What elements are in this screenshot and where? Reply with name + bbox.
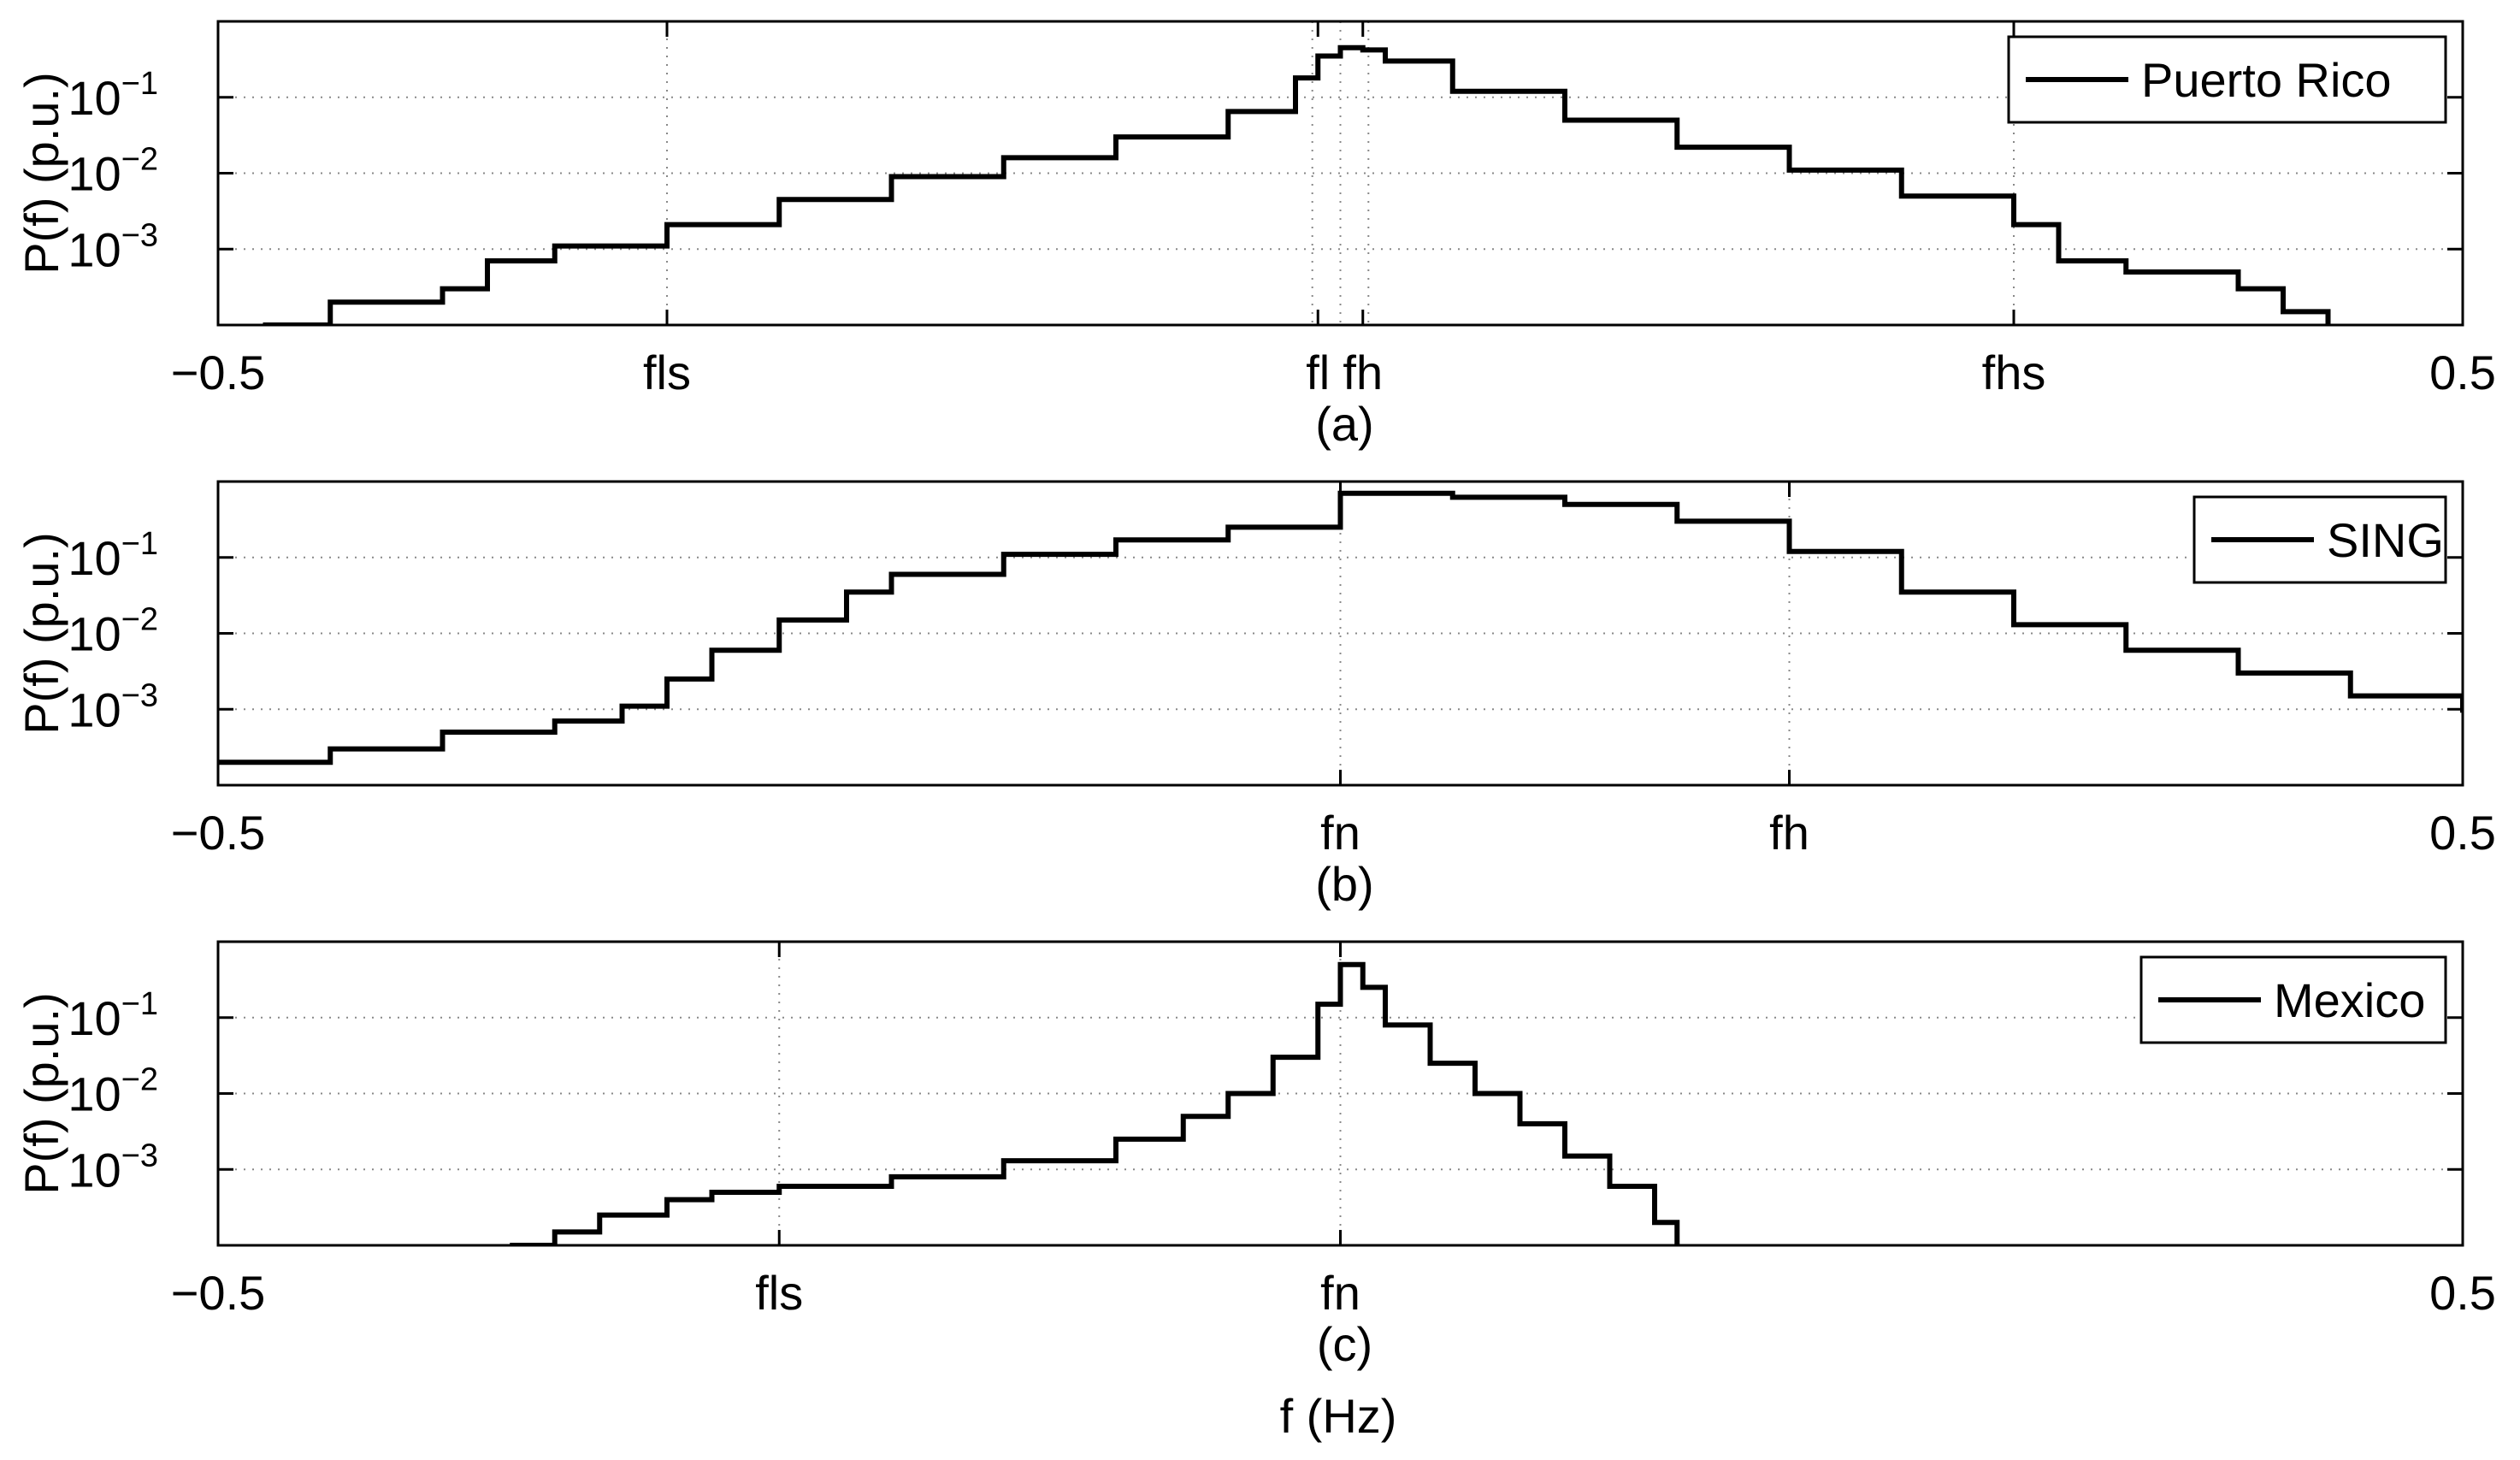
y-tick-base: 10: [68, 1067, 121, 1121]
y-tick-base: 10: [68, 683, 121, 736]
x-tick-label: fh: [1343, 346, 1383, 399]
y-tick-label: 10−1: [68, 526, 158, 585]
series-line: [510, 961, 1680, 1245]
panels: −0.5 fls fl fh fhs 0.510−110−210−3P(f) (p.u.)…: [15, 20, 2496, 1371]
series-line: [218, 490, 2463, 765]
y-tick-label: 10−2: [68, 142, 158, 201]
y-axis-label: P(f) (p.u.): [15, 992, 68, 1194]
y-tick-exponent: −1: [121, 526, 158, 562]
legend-label: Puerto Rico: [2141, 53, 2392, 107]
y-tick-exponent: −2: [121, 602, 158, 638]
x-tick-label: fls: [755, 1266, 803, 1320]
chart-panel: −0.5 fls fn 0.510−110−210−3P(f) (p.u.)(c)Me…: [15, 940, 2496, 1371]
y-tick-exponent: −1: [121, 66, 158, 102]
y-tick-label: 10−2: [68, 1062, 158, 1121]
legend-label: Mexico: [2274, 973, 2425, 1027]
legend-box: [2192, 495, 2447, 584]
x-tick-label: fl: [1306, 346, 1330, 399]
x-tick-label: 0.5: [2429, 1266, 2496, 1320]
x-axis-label: f (Hz): [1280, 1389, 1397, 1443]
panel-subtitle: (a): [1315, 397, 1373, 451]
y-tick-label: 10−3: [68, 217, 158, 276]
y-axis-label: P(f) (p.u.): [15, 72, 68, 274]
x-tick-label: fn: [1320, 1266, 1360, 1320]
y-tick-label: 10−2: [68, 602, 158, 661]
y-tick-base: 10: [68, 531, 121, 585]
y-tick-base: 10: [68, 991, 121, 1045]
y-tick-base: 10: [68, 147, 121, 201]
legend-label: SING: [2327, 513, 2444, 567]
legend: Puerto Rico: [2007, 35, 2447, 124]
y-tick-exponent: −2: [121, 142, 158, 178]
y-tick-base: 10: [68, 607, 121, 661]
x-tick-label: fh: [1769, 806, 1809, 860]
y-axis-label: P(f) (p.u.): [15, 532, 68, 734]
x-tick-label: fls: [643, 346, 691, 399]
legend: SING: [2192, 495, 2447, 584]
y-tick-exponent: −2: [121, 1062, 158, 1098]
panel-subtitle: (c): [1317, 1317, 1372, 1371]
x-tick-label: −0.5: [171, 1266, 266, 1320]
y-tick-exponent: −1: [121, 986, 158, 1022]
y-tick-base: 10: [68, 222, 121, 276]
x-tick-label: fhs: [1982, 346, 2046, 399]
series-line: [263, 44, 2331, 325]
y-tick-label: 10−3: [68, 1138, 158, 1197]
x-tick-label: fn: [1320, 806, 1360, 860]
x-tick-label: 0.5: [2429, 806, 2496, 860]
y-tick-exponent: −3: [121, 217, 158, 253]
y-tick-label: 10−1: [68, 986, 158, 1045]
y-tick-exponent: −3: [121, 677, 158, 713]
y-tick-base: 10: [68, 71, 121, 125]
x-tick-label: −0.5: [171, 806, 266, 860]
legend: Mexico: [2139, 955, 2447, 1044]
panel-subtitle: (b): [1315, 857, 1373, 911]
x-tick-label: 0.5: [2429, 346, 2496, 399]
x-tick-label: −0.5: [171, 346, 266, 399]
y-tick-label: 10−3: [68, 677, 158, 736]
chart-panel: −0.5 fn fh 0.510−110−210−3P(f) (p.u.)(b)SIN…: [15, 480, 2496, 911]
chart-panel: −0.5 fls fl fh fhs 0.510−110−210−3P(f) (p.u.)…: [15, 20, 2496, 451]
y-tick-base: 10: [68, 1143, 121, 1197]
y-tick-label: 10−1: [68, 66, 158, 125]
y-tick-exponent: −3: [121, 1138, 158, 1173]
